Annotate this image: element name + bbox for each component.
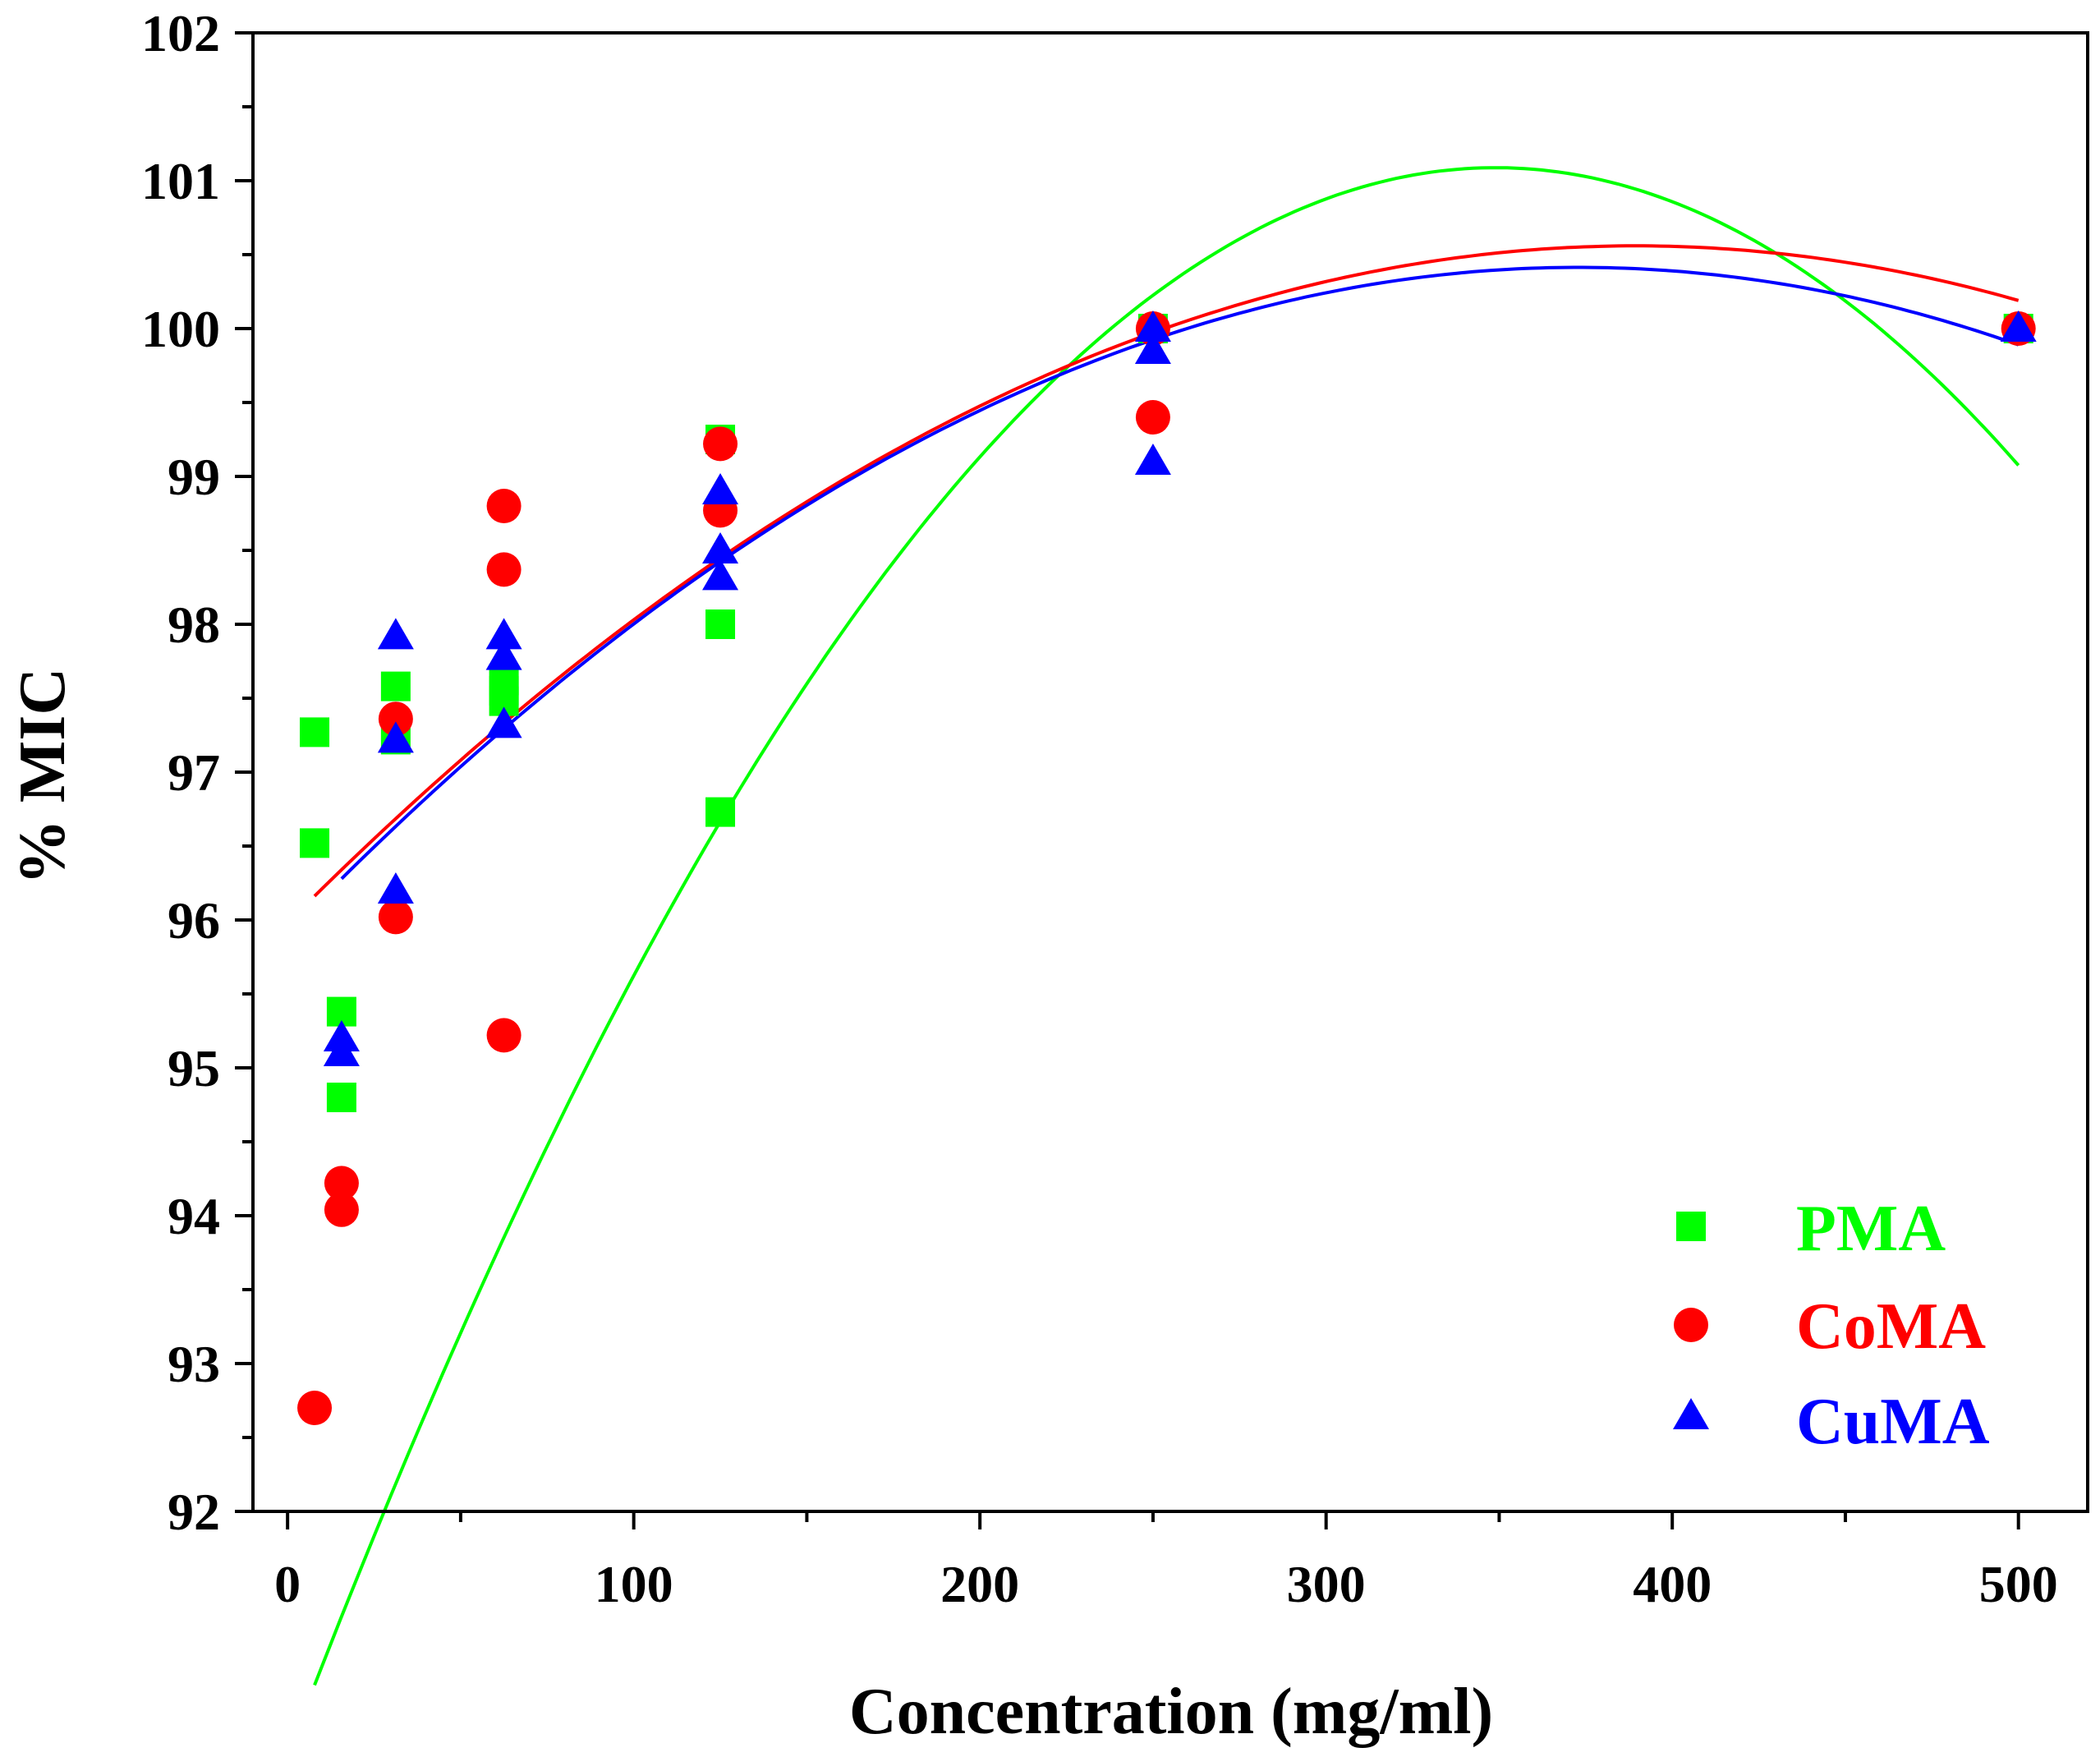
x-tick-label-400: 400	[1633, 1555, 1712, 1613]
point-coma-7	[486, 1018, 522, 1053]
legend-marker-pma	[1676, 1212, 1706, 1241]
point-pma-3	[326, 1083, 356, 1112]
legend-label-pma: PMA	[1796, 1193, 1946, 1265]
y-tick-label-95: 95	[168, 1039, 220, 1097]
point-cuma-10	[702, 559, 739, 591]
point-coma-2	[324, 1192, 359, 1227]
series-coma	[297, 311, 2036, 1425]
y-tick-label-102: 102	[141, 4, 220, 62]
y-tick-label-101: 101	[141, 152, 220, 210]
x-tick-label-200: 200	[940, 1555, 1019, 1613]
y-tick-label-92: 92	[168, 1483, 220, 1541]
y-tick-label-96: 96	[168, 891, 220, 950]
point-pma-1	[300, 828, 330, 858]
axis-tick-labels: 0 100 200 300 400 500 92 93 94 95 96 97 98 99 100 101 10…	[141, 4, 2058, 1613]
point-cuma-9	[702, 532, 739, 563]
fit-curve-coma	[313, 244, 2020, 898]
legend-marker-cuma	[1673, 1398, 1709, 1429]
legend-label-coma: CoMA	[1796, 1290, 1986, 1363]
x-tick-label-100: 100	[595, 1555, 673, 1613]
x-axis-title: Concentration (mg/ml)	[849, 1676, 1493, 1748]
point-cuma-13	[1134, 444, 1171, 475]
point-pma-10	[705, 609, 736, 639]
legend-label-cuma: CuMA	[1796, 1386, 1990, 1458]
x-tick-label-0: 0	[274, 1555, 301, 1613]
point-cuma-2	[377, 618, 414, 650]
point-coma-5	[486, 489, 522, 523]
fit-curve-pma	[313, 166, 2020, 1686]
point-cuma-6	[485, 638, 522, 670]
point-cuma-14	[2000, 310, 2037, 342]
y-tick-label-98: 98	[168, 596, 220, 654]
fit-curves	[313, 166, 2020, 1686]
plot-area-frame	[251, 31, 2089, 1513]
x-tick-label-500: 500	[1979, 1555, 2058, 1613]
point-cuma-5	[485, 618, 522, 650]
point-pma-4	[380, 671, 411, 701]
y-axis-title: % MIC	[7, 668, 79, 885]
point-coma-8	[703, 426, 738, 462]
data-points	[297, 310, 2037, 1425]
series-pma	[300, 314, 2033, 1112]
point-coma-11	[1135, 400, 1170, 435]
point-coma-0	[297, 1391, 333, 1425]
y-tick-label-100: 100	[141, 300, 220, 358]
point-pma-8	[489, 676, 519, 706]
point-cuma-12	[1134, 333, 1171, 364]
axis-ticks	[235, 31, 2020, 1529]
point-cuma-1	[323, 1035, 360, 1066]
point-coma-1	[324, 1166, 359, 1201]
y-tick-label-94: 94	[168, 1187, 220, 1245]
legend: PMA CoMA CuMA	[1673, 1193, 1990, 1458]
point-cuma-4	[377, 872, 414, 904]
point-coma-6	[486, 552, 522, 587]
legend-marker-coma	[1674, 1308, 1708, 1342]
x-tick-label-300: 300	[1287, 1555, 1366, 1613]
point-cuma-7	[485, 706, 522, 738]
point-coma-4	[378, 899, 413, 935]
point-cuma-11	[1134, 310, 1171, 342]
y-tick-label-99: 99	[168, 448, 220, 506]
y-tick-label-93: 93	[168, 1335, 220, 1393]
fit-curve-cuma	[340, 265, 2020, 881]
point-cuma-8	[702, 473, 739, 504]
point-cuma-3	[377, 721, 414, 753]
series-cuma	[323, 310, 2037, 1066]
y-tick-label-97: 97	[168, 743, 220, 802]
point-pma-0	[300, 717, 330, 747]
point-pma-11	[705, 797, 736, 827]
point-coma-3	[378, 701, 413, 737]
